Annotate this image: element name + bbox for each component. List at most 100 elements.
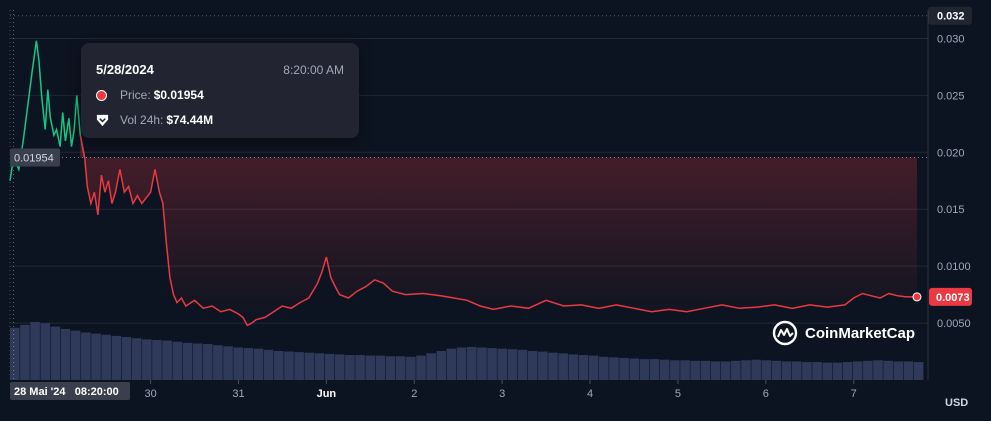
tooltip-volume-value: $74.44M: [166, 113, 214, 127]
volume-bar: [731, 360, 741, 380]
volume-bar: [70, 330, 81, 380]
volume-bar: [365, 355, 375, 380]
volume-bar: [771, 360, 782, 380]
volume-bar: [832, 362, 843, 380]
volume-bar: [10, 327, 20, 380]
volume-bar: [223, 346, 233, 380]
x-tick-label: 7: [851, 388, 857, 400]
volume-bar: [162, 340, 172, 380]
current-price-marker: 0.0073: [912, 287, 972, 306]
x-tick-label: 2: [411, 388, 417, 400]
volume-bar: [558, 353, 568, 380]
volume-bar: [538, 351, 548, 380]
volume-bar: [375, 355, 386, 380]
volume-bar: [893, 361, 904, 380]
y-axis-ticks: 0.032 0.030 0.025 0.020 0.015 0.0100 0.0050: [928, 6, 972, 330]
volume-bar: [852, 361, 863, 380]
tooltip-date: 5/28/2024: [96, 62, 154, 77]
hover-tooltip: 5/28/2024 8:20:00 AM Price: $0.01954 Vol…: [81, 43, 359, 138]
volume-bar: [873, 360, 883, 380]
volume-bar: [334, 354, 345, 380]
brand-name: CoinMarketCap: [805, 324, 916, 342]
y-tick-label: 0.032: [937, 11, 965, 23]
volume-bar: [527, 351, 538, 380]
volume-bar: [680, 360, 690, 380]
volume-bar: [903, 361, 914, 380]
price-line-up-segment: [9, 40, 86, 181]
volume-bar: [243, 348, 254, 380]
currency-label: USD: [945, 397, 969, 409]
price-area-fill: [80, 135, 918, 326]
volume-bar: [456, 347, 467, 380]
volume-bar: [345, 355, 355, 380]
volume-bar: [294, 352, 304, 380]
volume-bar: [385, 356, 396, 380]
volume-bar: [710, 361, 721, 380]
volume-bar: [446, 348, 457, 380]
crosshair-y-label: 0.01954: [14, 153, 54, 165]
y-tick-label: 0.0050: [937, 318, 971, 330]
volume-bar: [802, 362, 812, 380]
volume-bar: [355, 355, 365, 380]
volume-bar: [213, 345, 223, 380]
volume-bar: [507, 349, 518, 380]
volume-bar: [497, 348, 508, 380]
tooltip-price-value: $0.01954: [153, 88, 204, 102]
current-price-box: [929, 287, 972, 306]
x-axis-ticks: 30 31 Jun 2 3 4 5 6 7: [144, 380, 857, 400]
volume-bar: [304, 352, 315, 380]
volume-bar: [842, 362, 853, 380]
volume-bar: [395, 356, 406, 380]
volume-bar: [172, 341, 183, 380]
volume-shield-icon: [96, 114, 109, 126]
volume-bar: [324, 353, 335, 380]
volume-bar: [30, 322, 40, 380]
x-tick-label: Jun: [317, 388, 337, 400]
volume-bar: [263, 349, 274, 380]
volume-bar: [812, 362, 822, 380]
volume-bar: [284, 351, 294, 380]
volume-bar: [863, 360, 873, 380]
volume-bar: [192, 343, 203, 380]
volume-bar: [720, 361, 731, 380]
volume-bar: [761, 360, 772, 380]
crosshair-y-box: [10, 148, 60, 167]
volume-bar: [406, 356, 416, 380]
volume-bar: [659, 359, 670, 380]
volume-bar: [639, 359, 650, 380]
volume-bar: [274, 351, 284, 380]
volume-bar: [142, 339, 152, 380]
volume-bar: [91, 333, 101, 380]
volume-bar: [426, 353, 436, 380]
tooltip-volume-label: Vol 24h:: [120, 113, 164, 127]
volume-bar: [40, 323, 51, 380]
volume-bar: [101, 334, 111, 380]
coinmarketcap-icon: [772, 320, 798, 346]
crosshair-x-box: [10, 382, 130, 400]
x-tick-label: 3: [499, 388, 505, 400]
volume-bar: [517, 349, 528, 380]
current-price-label: 0.0073: [936, 292, 970, 304]
price-line-down-segment: [79, 135, 917, 327]
volume-bar: [588, 355, 599, 380]
volume-bar: [751, 359, 761, 380]
volume-bar: [121, 337, 132, 380]
volume-bar: [568, 354, 579, 380]
volume-bar: [182, 342, 193, 380]
volume-bar: [50, 326, 61, 380]
volume-bar: [233, 347, 243, 380]
volume-bar: [131, 338, 142, 380]
volume-bar: [670, 360, 680, 380]
volume-bars: [10, 322, 924, 380]
crosshair: 0.01954 28 Mai '24 08:20:00: [10, 10, 928, 400]
x-tick-label: 6: [763, 388, 769, 400]
volume-bar: [741, 360, 751, 380]
volume-bar: [487, 348, 497, 380]
volume-bar: [629, 358, 640, 380]
volume-bar: [20, 324, 30, 380]
x-tick-label: 4: [587, 388, 593, 400]
tooltip-time: 8:20:00 AM: [283, 63, 344, 77]
volume-bar: [477, 347, 487, 380]
coinmarketcap-logo: CoinMarketCap: [772, 320, 915, 346]
